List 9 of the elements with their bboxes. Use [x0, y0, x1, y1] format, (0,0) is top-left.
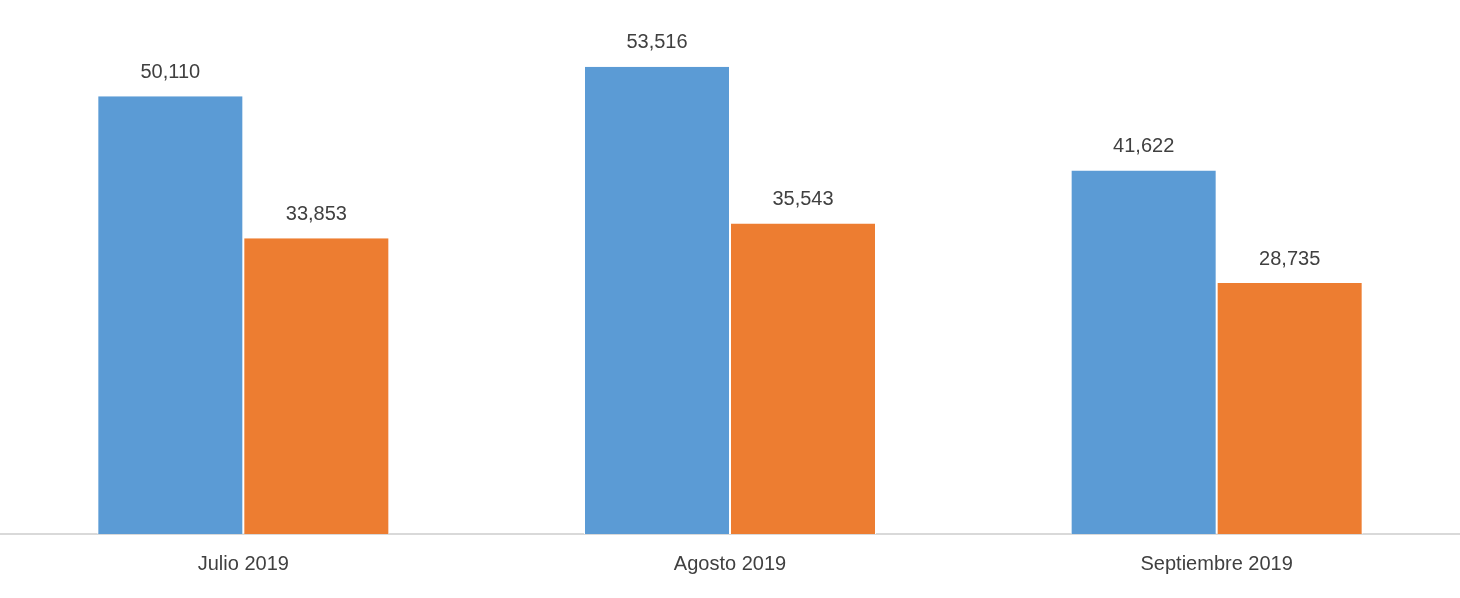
x-tick-label: Septiembre 2019 [1140, 551, 1293, 574]
x-tick-label: Agosto 2019 [673, 551, 787, 574]
data-label: 28,735 [1259, 246, 1321, 269]
x-tick-label: Julio 2019 [197, 551, 289, 574]
data-label: 41,622 [1113, 134, 1175, 157]
data-label: 50,110 [140, 59, 201, 82]
data-label: 33,853 [285, 201, 347, 224]
data-label: 35,543 [772, 187, 834, 210]
data-label: 53,516 [626, 30, 688, 53]
